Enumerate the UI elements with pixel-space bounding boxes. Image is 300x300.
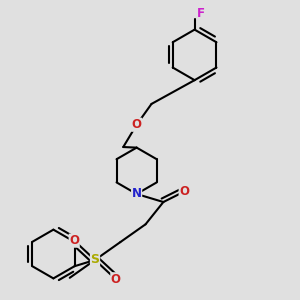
Text: O: O bbox=[179, 185, 189, 198]
Text: N: N bbox=[132, 188, 142, 200]
Text: F: F bbox=[197, 7, 205, 20]
Text: O: O bbox=[69, 234, 79, 247]
Text: S: S bbox=[91, 254, 100, 266]
Text: O: O bbox=[111, 273, 121, 286]
Text: O: O bbox=[132, 118, 142, 131]
